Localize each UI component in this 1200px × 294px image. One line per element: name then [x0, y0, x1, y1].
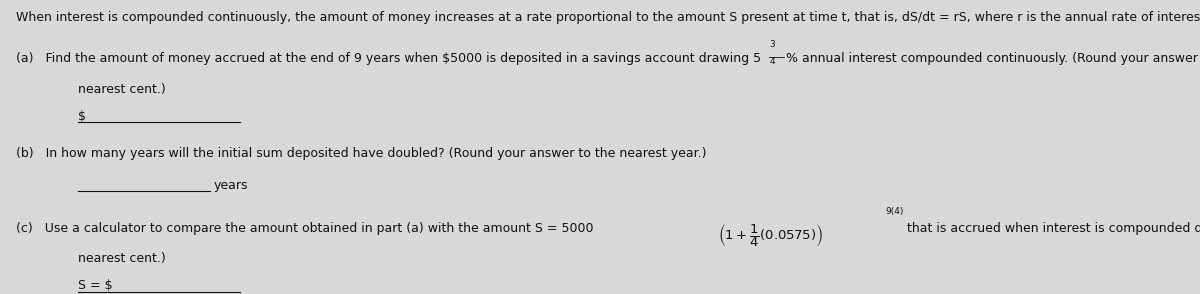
Text: (c)   Use a calculator to compare the amount obtained in part (a) with the amoun: (c) Use a calculator to compare the amou…	[16, 222, 593, 235]
Text: 9(4): 9(4)	[886, 207, 904, 216]
Text: 4: 4	[769, 56, 775, 66]
Text: % annual interest compounded continuously. (Round your answer to the: % annual interest compounded continuousl…	[786, 52, 1200, 65]
Text: nearest cent.): nearest cent.)	[78, 83, 166, 96]
Text: When interest is compounded continuously, the amount of money increases at a rat: When interest is compounded continuously…	[16, 11, 1200, 24]
Text: that is accrued when interest is compounded quarterly. (Round your answer to the: that is accrued when interest is compoun…	[907, 222, 1200, 235]
Text: years: years	[214, 179, 248, 192]
Text: (a)   Find the amount of money accrued at the end of 9 years when $5000 is depos: (a) Find the amount of money accrued at …	[16, 52, 761, 65]
Text: 3: 3	[769, 40, 775, 49]
Text: $: $	[78, 110, 86, 123]
Text: $\left(1 + \dfrac{1}{4}(0.0575)\right)$: $\left(1 + \dfrac{1}{4}(0.0575)\right)$	[718, 222, 822, 249]
Text: nearest cent.): nearest cent.)	[78, 252, 166, 265]
Text: S = $: S = $	[78, 279, 113, 292]
Text: (b)   In how many years will the initial sum deposited have doubled? (Round your: (b) In how many years will the initial s…	[16, 147, 706, 160]
